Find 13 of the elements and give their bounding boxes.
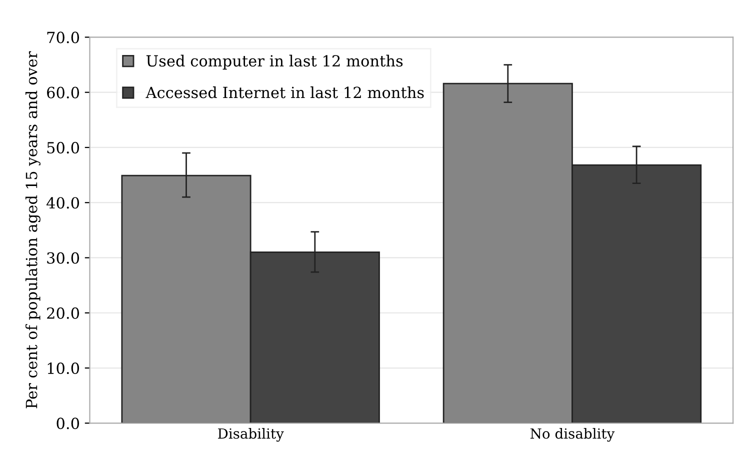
y-tick-label: 50.0: [47, 142, 80, 154]
legend-label: Accessed Internet in last 12 months: [146, 86, 424, 98]
y-tick-label: 70.0: [47, 32, 80, 44]
x-tick-label: Disability: [218, 428, 284, 442]
y-tick-label: 30.0: [47, 252, 80, 264]
y-tick-label: 0.0: [56, 418, 80, 430]
x-tick-label: No disablity: [530, 428, 615, 442]
legend-label: Used computer in last 12 months: [146, 54, 403, 70]
y-tick-label: 20.0: [47, 307, 80, 319]
y-tick-label: 40.0: [46, 197, 80, 209]
y-tick-label: 10.0: [48, 362, 80, 374]
y-tick-label: 60.0: [47, 86, 80, 98]
y-axis-title: Per cent of population aged 15 years and over: [25, 51, 40, 408]
